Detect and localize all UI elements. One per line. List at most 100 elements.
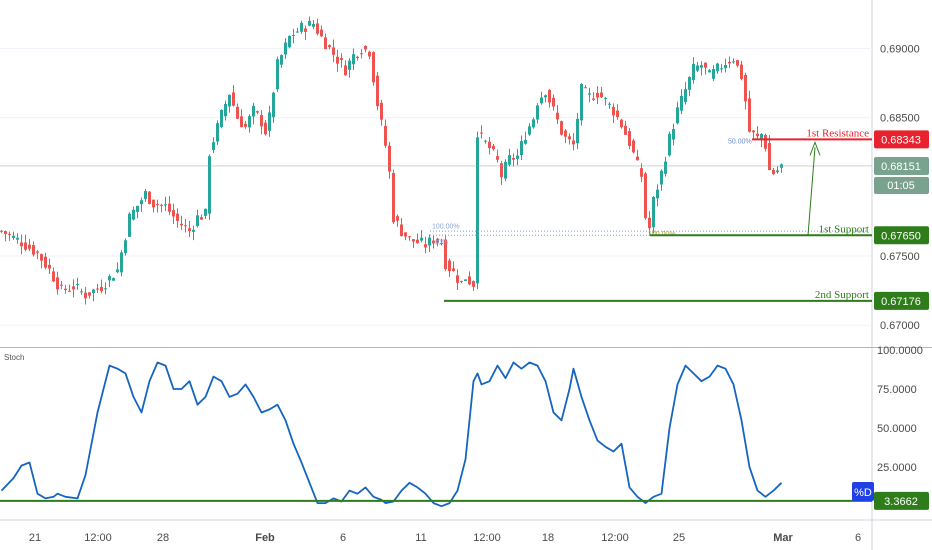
candle-body: [592, 98, 595, 100]
candle-body: [168, 203, 171, 212]
candle-body: [380, 102, 383, 120]
time-tick-label: 12:00: [473, 532, 501, 544]
candle-body: [620, 119, 623, 128]
candle-body: [260, 115, 263, 127]
candle-body: [328, 45, 331, 47]
candle-body: [748, 98, 751, 132]
candle-body: [164, 204, 167, 206]
candle-body: [212, 142, 215, 150]
candle-body: [676, 107, 679, 124]
level-tag-text: 0.68343: [881, 134, 921, 146]
candle-body: [436, 238, 439, 243]
time-tick-label: 6: [855, 532, 861, 544]
candle-body: [236, 106, 239, 119]
candle-body: [352, 54, 355, 65]
candle-body: [208, 156, 211, 214]
candle-body: [160, 204, 163, 206]
arrow-head: [809, 140, 821, 156]
candle-body: [104, 288, 107, 290]
time-tick-label: 6: [340, 532, 346, 544]
candle-body: [640, 168, 643, 177]
candle-body: [172, 210, 175, 217]
candle-body: [52, 271, 55, 282]
candle-body: [284, 42, 287, 55]
candle-body: [80, 291, 83, 293]
candle-body: [628, 131, 631, 146]
candle-body: [48, 264, 51, 269]
candle-body: [148, 191, 151, 204]
candle-body: [552, 97, 555, 107]
fib-label: 50.00%: [728, 138, 752, 145]
countdown-text: 01:05: [887, 180, 915, 192]
candle-body: [112, 278, 115, 281]
level-label: 1st Resistance: [806, 127, 869, 139]
candle-body: [292, 35, 295, 37]
candle-body: [456, 275, 459, 283]
candle-body: [288, 35, 291, 48]
current-price-text: 0.68151: [881, 161, 921, 173]
candle-body: [72, 286, 75, 290]
candle-body: [468, 276, 471, 285]
stoch-level-text: 3.3662: [884, 496, 918, 508]
candle-body: [60, 284, 63, 286]
candle-body: [548, 89, 551, 103]
candle-body: [256, 111, 259, 113]
candle-body: [272, 92, 275, 118]
candle-body: [8, 233, 11, 235]
candle-body: [0, 230, 3, 232]
time-tick-label: 11: [415, 532, 426, 544]
candle-body: [776, 170, 779, 173]
candle-body: [632, 140, 635, 153]
candle-body: [760, 133, 763, 140]
candle-body: [464, 279, 467, 281]
candle-body: [312, 23, 315, 27]
candle-body: [692, 63, 695, 81]
candle-body: [176, 213, 179, 221]
candle-body: [440, 243, 443, 245]
price-tick-label: 0.68500: [880, 113, 920, 125]
price-tick-label: 0.69000: [880, 43, 920, 55]
candle-body: [744, 74, 747, 102]
candle-body: [324, 37, 327, 50]
candle-body: [768, 143, 771, 171]
candle-body: [404, 232, 407, 237]
candle-body: [452, 268, 455, 271]
candle-body: [596, 92, 599, 98]
candle-body: [12, 235, 15, 238]
level-tag: [874, 291, 929, 310]
time-tick-label: 12:00: [601, 532, 629, 544]
candle-body: [544, 95, 547, 98]
stoch-legend-text: %D: [854, 487, 872, 499]
candle-body: [668, 133, 671, 156]
candle-body: [588, 93, 591, 95]
fib-label: 100.00%: [432, 223, 460, 230]
candle-body: [196, 215, 199, 227]
price-tick-label: 0.67000: [880, 320, 920, 332]
candle-body: [392, 173, 395, 223]
candle-body: [572, 140, 575, 145]
candle-body: [56, 277, 59, 290]
time-tick-label: Mar: [773, 532, 793, 544]
candle-body: [360, 53, 363, 55]
candle-body: [20, 242, 23, 247]
candle-body: [700, 65, 703, 68]
candle-body: [532, 119, 535, 128]
candle-body: [480, 132, 483, 134]
level-tag: [874, 226, 929, 245]
candle-body: [184, 225, 187, 227]
candle-body: [720, 68, 723, 70]
candle-body: [728, 62, 731, 64]
candle-body: [400, 224, 403, 237]
candle-body: [664, 161, 667, 174]
candle-body: [536, 105, 539, 120]
candle-body: [608, 103, 611, 105]
candle-body: [424, 244, 427, 248]
candle-body: [724, 65, 727, 69]
candle-body: [4, 231, 7, 235]
stoch-tick-label: 75.0000: [877, 384, 917, 396]
countdown-tag: [874, 176, 929, 194]
candle-body: [524, 139, 527, 144]
candle-body: [224, 103, 227, 117]
candle-body: [604, 98, 607, 100]
candle-body: [372, 52, 375, 83]
